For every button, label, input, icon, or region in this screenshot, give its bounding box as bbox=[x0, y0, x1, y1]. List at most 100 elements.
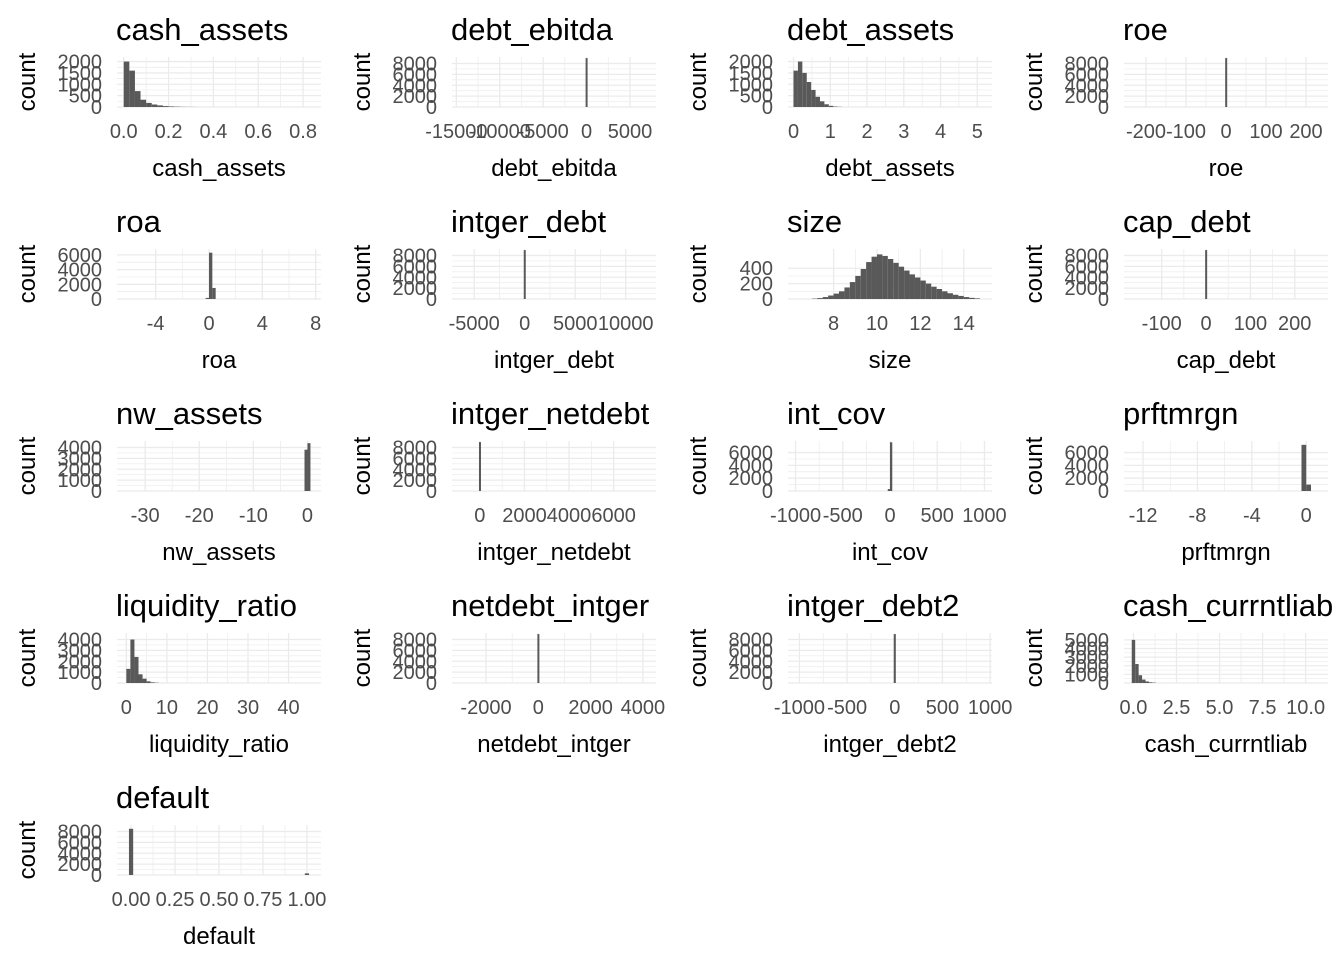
y-tick-label: 0 bbox=[1098, 673, 1109, 695]
y-axis-label: count bbox=[349, 628, 376, 687]
panel-title: prftmrgn bbox=[1123, 396, 1238, 431]
x-tick-label: 8 bbox=[828, 313, 839, 335]
y-tick-label: 1000 bbox=[58, 470, 103, 492]
y-tick-label: 2000 bbox=[58, 52, 103, 74]
histogram-bar bbox=[942, 291, 948, 299]
x-tick-label: 0 bbox=[474, 505, 485, 527]
histogram-bar bbox=[890, 442, 893, 491]
x-tick-label: 4000 bbox=[621, 697, 666, 719]
x-tick-label: 200 bbox=[1289, 121, 1322, 143]
y-tick-label: 0 bbox=[91, 481, 102, 503]
histogram-bar bbox=[126, 668, 131, 683]
histogram-bar bbox=[1225, 58, 1228, 107]
x-axis-label: prftmrgn bbox=[1181, 539, 1270, 566]
histogram-bar bbox=[974, 298, 981, 299]
y-tick-label: 2000 bbox=[1065, 86, 1110, 108]
panel-title: debt_assets bbox=[787, 12, 954, 47]
x-tick-label: -200 bbox=[1126, 121, 1166, 143]
x-tick-label: -1000 bbox=[770, 505, 821, 527]
y-tick-label: 6000 bbox=[729, 443, 774, 465]
x-tick-label: -4 bbox=[1243, 505, 1261, 527]
y-tick-label: 8000 bbox=[393, 246, 438, 268]
histogram-bar bbox=[1205, 250, 1208, 299]
x-tick-label: -20 bbox=[185, 505, 214, 527]
x-tick-label: -2000 bbox=[460, 697, 511, 719]
x-tick-label: -1000 bbox=[774, 697, 825, 719]
histogram-bar bbox=[157, 105, 163, 107]
y-tick-label: 0 bbox=[426, 289, 437, 311]
y-tick-label: 2000 bbox=[729, 52, 774, 74]
histogram-bar bbox=[142, 678, 147, 683]
x-tick-label: 500 bbox=[926, 697, 959, 719]
histogram-bar bbox=[876, 254, 883, 299]
histogram-bar bbox=[815, 96, 820, 107]
x-tick-label: -500 bbox=[827, 697, 867, 719]
x-tick-label: -10 bbox=[239, 505, 268, 527]
x-tick-label: 3 bbox=[898, 121, 909, 143]
histogram-bar bbox=[129, 70, 135, 107]
histogram-bar bbox=[839, 291, 845, 299]
histogram-bar bbox=[952, 294, 959, 299]
histogram-bar bbox=[904, 270, 910, 299]
panel-title: roe bbox=[1123, 12, 1168, 47]
y-tick-label: 200 bbox=[740, 274, 773, 296]
panel-title: intger_netdebt bbox=[451, 396, 650, 431]
x-tick-label: 8 bbox=[310, 313, 321, 335]
x-tick-label: 10.0 bbox=[1286, 697, 1325, 719]
y-tick-label: 0 bbox=[762, 97, 773, 119]
y-tick-label: 8000 bbox=[58, 822, 103, 844]
histogram-bar bbox=[151, 104, 158, 107]
histogram-bar bbox=[849, 282, 856, 299]
y-axis-label: count bbox=[1021, 244, 1048, 303]
panel-title: size bbox=[787, 204, 842, 239]
y-tick-label: 2000 bbox=[393, 470, 438, 492]
y-tick-label: 4000 bbox=[729, 455, 774, 477]
histogram-bar bbox=[819, 101, 825, 107]
histogram-bar bbox=[817, 298, 823, 299]
histogram-bar bbox=[969, 297, 975, 299]
y-tick-label: 3000 bbox=[1065, 647, 1110, 669]
y-tick-label: 6000 bbox=[393, 448, 438, 470]
x-tick-label: 6000 bbox=[591, 505, 636, 527]
y-tick-label: 0 bbox=[91, 97, 102, 119]
histogram-bar bbox=[123, 61, 130, 107]
x-tick-label: 10 bbox=[156, 697, 178, 719]
y-tick-label: 2000 bbox=[1065, 278, 1110, 300]
y-tick-label: 0 bbox=[1098, 289, 1109, 311]
y-tick-label: 1000 bbox=[1065, 664, 1110, 686]
y-tick-label: 1500 bbox=[58, 63, 103, 85]
histogram-bar bbox=[478, 442, 481, 491]
x-tick-label: 5000 bbox=[608, 121, 653, 143]
y-tick-label: 0 bbox=[91, 865, 102, 887]
histogram-bar bbox=[898, 266, 905, 299]
y-tick-label: 3000 bbox=[58, 448, 103, 470]
x-axis-label: roe bbox=[1209, 155, 1244, 182]
x-tick-label: 14 bbox=[953, 313, 975, 335]
panel-title: cash_currntliab bbox=[1123, 588, 1333, 623]
histogram-bar bbox=[1131, 639, 1136, 683]
x-tick-label: 4 bbox=[257, 313, 268, 335]
x-tick-label: 5000 bbox=[553, 313, 598, 335]
y-axis-label: count bbox=[685, 436, 712, 495]
histogram-bar bbox=[866, 262, 872, 299]
x-tick-label: 0.6 bbox=[244, 121, 272, 143]
y-tick-label: 0 bbox=[91, 289, 102, 311]
x-tick-label: 2000 bbox=[568, 697, 613, 719]
panel-title: nw_assets bbox=[116, 396, 262, 431]
histogram-bar bbox=[168, 106, 175, 107]
y-axis-label: count bbox=[1021, 436, 1048, 495]
histogram-bar bbox=[1148, 682, 1153, 683]
histogram-bar bbox=[130, 639, 135, 683]
y-tick-label: 8000 bbox=[393, 438, 438, 460]
panel-title: int_cov bbox=[787, 396, 886, 431]
x-tick-label: 20 bbox=[196, 697, 218, 719]
x-axis-label: size bbox=[869, 347, 912, 374]
x-tick-label: 0.75 bbox=[243, 889, 282, 911]
x-tick-label: 0 bbox=[889, 697, 900, 719]
histogram-bar bbox=[860, 269, 867, 299]
y-tick-label: 8000 bbox=[393, 54, 438, 76]
